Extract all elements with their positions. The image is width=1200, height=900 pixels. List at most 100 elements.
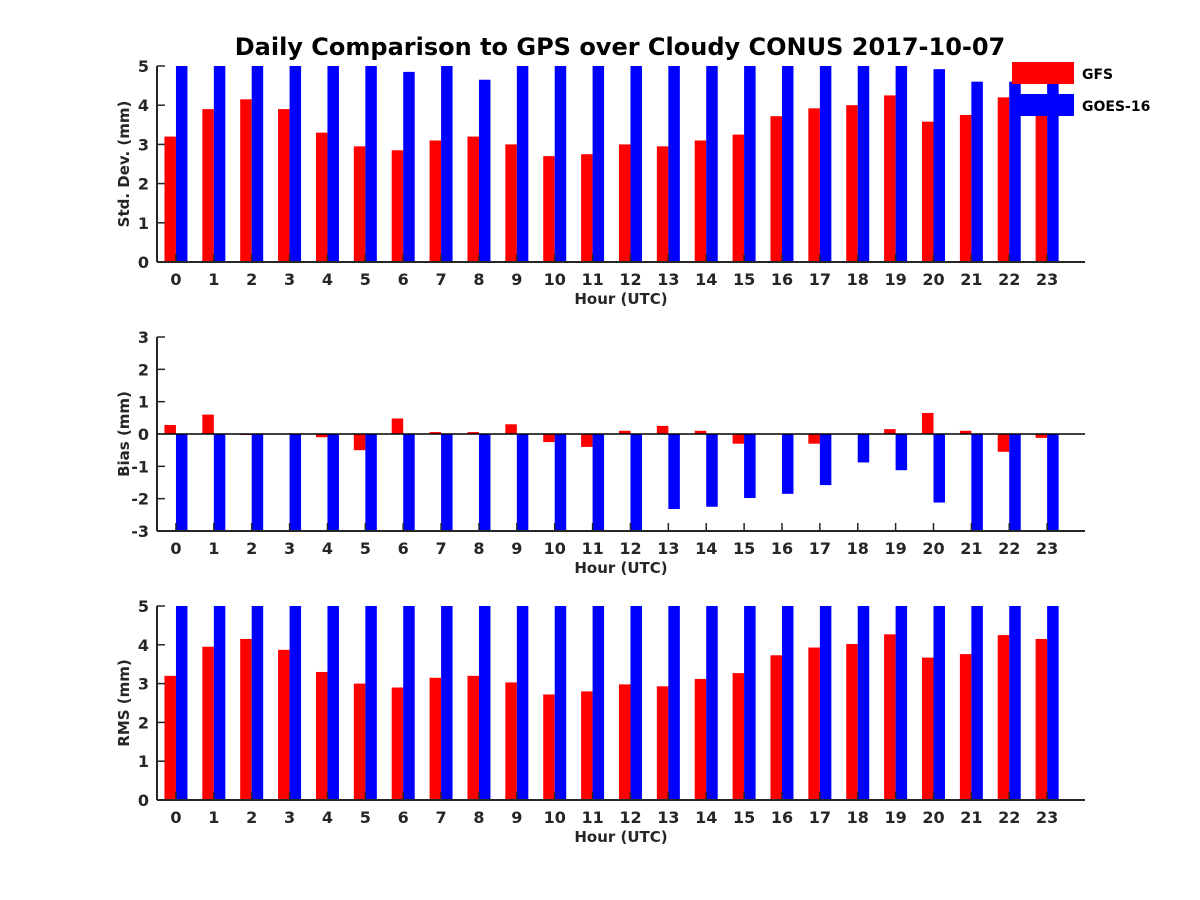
x-tick-label-2: 2 (246, 270, 257, 289)
bar-goes16-18 (857, 606, 870, 800)
x-tick-label-5: 5 (360, 270, 371, 289)
bar-gfs-6 (391, 150, 404, 262)
bar-gfs-23 (1035, 638, 1048, 800)
bar-gfs-1 (202, 414, 214, 434)
bar-goes16-7 (441, 66, 453, 262)
y-tick-label-4: 4 (138, 96, 149, 115)
x-tick-label-5: 5 (360, 808, 371, 827)
bar-goes16-2 (251, 434, 264, 531)
bar-goes16-14 (706, 434, 718, 507)
y-tick-label--2: -2 (131, 490, 149, 509)
bar-gfs-10 (543, 156, 555, 262)
bar-goes16-22 (1009, 81, 1021, 263)
bar-gfs-19 (884, 634, 896, 800)
bar-gfs-0 (164, 136, 176, 262)
bar-gfs-0 (164, 424, 176, 434)
legend-label-gfs: GFS (1082, 67, 1113, 83)
bar-gfs-15 (732, 434, 745, 444)
bar-goes16-4 (327, 606, 339, 800)
x-tick-label-4: 4 (322, 539, 333, 558)
bar-gfs-7 (429, 677, 442, 800)
x-tick-label-12: 12 (619, 808, 641, 827)
bar-goes16-0 (175, 606, 188, 800)
x-tick-label-17: 17 (809, 270, 831, 289)
bar-goes16-5 (365, 606, 377, 800)
x-tick-label-15: 15 (733, 270, 755, 289)
bar-gfs-1 (202, 646, 214, 800)
bar-gfs-12 (618, 684, 631, 800)
bar-goes16-18 (857, 434, 870, 463)
x-tick-label-16: 16 (771, 808, 793, 827)
x-tick-label-19: 19 (884, 539, 906, 558)
bar-gfs-4 (315, 132, 328, 262)
bar-goes16-23 (1047, 434, 1059, 531)
x-tick-label-13: 13 (657, 808, 679, 827)
x-tick-label-10: 10 (544, 539, 566, 558)
bar-gfs-5 (353, 683, 366, 800)
y-tick-label-3: 3 (138, 675, 149, 694)
x-tick-label-18: 18 (847, 270, 869, 289)
bar-goes16-11 (592, 66, 605, 262)
bar-goes16-18 (857, 66, 870, 262)
bar-gfs-7 (429, 432, 442, 434)
bar-goes16-23 (1047, 81, 1059, 263)
bar-gfs-3 (278, 109, 290, 263)
bar-goes16-8 (478, 79, 491, 262)
bar-goes16-20 (933, 69, 945, 262)
legend-swatch-goes16 (1012, 94, 1074, 116)
bar-gfs-12 (618, 144, 631, 262)
bar-goes16-13 (668, 434, 680, 510)
chart-title: Daily Comparison to GPS over Cloudy CONU… (235, 33, 1006, 61)
bar-gfs-22 (997, 635, 1010, 800)
bar-gfs-11 (581, 154, 593, 262)
x-tick-label-23: 23 (1036, 808, 1058, 827)
bar-gfs-15 (732, 673, 745, 800)
y-tick-label-3: 3 (138, 328, 149, 347)
bar-gfs-17 (808, 108, 820, 262)
x-tick-label-6: 6 (398, 808, 409, 827)
y-tick-label-3: 3 (138, 135, 149, 154)
x-tick-label-18: 18 (847, 808, 869, 827)
y-tick-label-1: 1 (138, 214, 149, 233)
bar-gfs-19 (884, 95, 896, 263)
bar-gfs-8 (467, 675, 479, 800)
bar-goes16-22 (1009, 606, 1021, 800)
x-tick-label-18: 18 (847, 539, 869, 558)
x-tick-label-12: 12 (619, 539, 641, 558)
x-tick-label-20: 20 (922, 808, 944, 827)
x-tick-label-15: 15 (733, 539, 755, 558)
bar-gfs-5 (353, 146, 366, 262)
x-tick-label-1: 1 (208, 270, 219, 289)
x-tick-label-9: 9 (511, 539, 522, 558)
x-tick-label-21: 21 (960, 270, 982, 289)
x-tick-label-10: 10 (544, 270, 566, 289)
bar-goes16-17 (819, 66, 832, 262)
bar-goes16-12 (630, 434, 642, 531)
x-tick-label-3: 3 (284, 539, 295, 558)
bar-gfs-21 (959, 654, 972, 800)
bar-gfs-13 (656, 425, 669, 434)
bar-gfs-1 (202, 109, 214, 263)
bar-goes16-2 (251, 606, 264, 800)
x-tick-label-8: 8 (473, 808, 484, 827)
bar-goes16-6 (403, 606, 415, 800)
bar-gfs-10 (543, 694, 555, 800)
x-tick-label-6: 6 (398, 270, 409, 289)
bar-goes16-3 (289, 434, 302, 531)
x-tick-label-11: 11 (581, 539, 603, 558)
y-tick-label-4: 4 (138, 636, 149, 655)
x-tick-label-5: 5 (360, 539, 371, 558)
y-tick-label-0: 0 (138, 425, 149, 444)
bar-gfs-6 (391, 687, 404, 800)
y-tick-label-2: 2 (138, 175, 149, 194)
bar-gfs-21 (959, 430, 972, 434)
x-tick-label-11: 11 (581, 270, 603, 289)
x-tick-label-11: 11 (581, 808, 603, 827)
bar-gfs-20 (921, 412, 934, 434)
y-tick-label--1: -1 (131, 457, 149, 476)
bar-gfs-8 (467, 432, 479, 434)
bar-gfs-19 (884, 429, 896, 434)
bar-goes16-20 (933, 606, 945, 800)
bar-goes16-16 (781, 434, 794, 494)
x-tick-label-19: 19 (884, 808, 906, 827)
